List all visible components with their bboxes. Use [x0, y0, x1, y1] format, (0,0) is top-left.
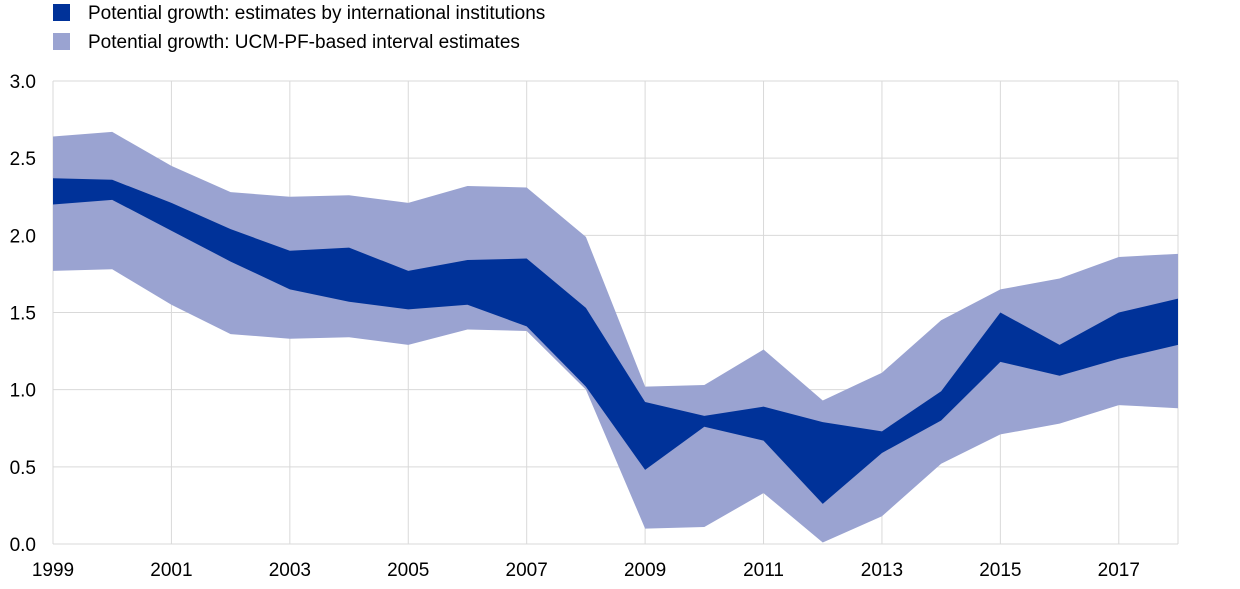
y-axis: 0.0 0.5 1.0 1.5 2.0 2.5 3.0	[10, 72, 36, 556]
legend-swatch	[53, 33, 70, 50]
x-tick-label: 2013	[861, 560, 903, 581]
x-tick-label: 2007	[506, 560, 548, 581]
y-tick-label: 1.0	[10, 381, 36, 402]
y-tick-label: 0.0	[10, 535, 36, 556]
plot-area	[53, 131, 1178, 543]
x-tick-label: 2017	[1098, 560, 1140, 581]
legend-swatch	[53, 4, 70, 21]
x-tick-label: 2015	[979, 560, 1021, 581]
x-tick-label: 2009	[624, 560, 666, 581]
x-tick-label: 2005	[387, 560, 429, 581]
legend-label: Potential growth: UCM-PF-based interval …	[88, 32, 520, 53]
y-tick-label: 3.0	[10, 72, 36, 93]
legend-label: Potential growth: estimates by internati…	[88, 3, 545, 24]
y-tick-label: 1.5	[10, 304, 36, 325]
y-tick-label: 0.5	[10, 458, 36, 479]
series-band-1	[53, 178, 1178, 504]
x-tick-label: 2011	[743, 560, 784, 581]
x-tick-label: 2003	[269, 560, 311, 581]
x-tick-label: 1999	[32, 560, 74, 581]
x-tick-label: 2001	[150, 560, 192, 581]
y-tick-label: 2.5	[10, 149, 36, 170]
x-axis: 1999 2001 2003 2005 2007 2009 2011 2013 2015 2017	[32, 560, 1140, 581]
y-tick-label: 2.0	[10, 226, 36, 247]
legend: Potential growth: estimates by internati…	[53, 3, 545, 53]
